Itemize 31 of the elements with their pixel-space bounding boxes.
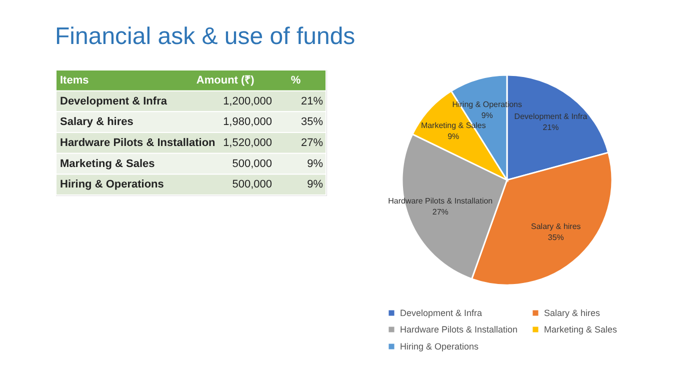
text: 9% [307, 178, 324, 191]
text: 500,000 [232, 158, 272, 170]
legend-label: Salary & hires [544, 308, 601, 318]
text: 1,980,000 [223, 116, 272, 128]
text: 21% [300, 95, 324, 108]
text: Hardware Pilots & Installation [60, 136, 216, 149]
text: Marketing & Sales [60, 158, 155, 170]
text: Amount (₹) [196, 74, 255, 86]
data-label: 21% [542, 122, 559, 132]
text: 35% [300, 116, 324, 128]
legend-label: Marketing & Sales [544, 324, 618, 334]
text: % [290, 74, 301, 86]
text: 27% [300, 136, 324, 149]
legend-label: Development & Infra [400, 308, 482, 318]
data-label: 35% [548, 232, 564, 242]
text: Development & Infra [60, 95, 168, 108]
data-label: 9% [448, 132, 460, 141]
text: 1,200,000 [223, 95, 272, 108]
text: 1,520,000 [223, 136, 272, 149]
slice-label: Salary & hires [530, 222, 581, 231]
slice-label: Development & Infra [514, 112, 588, 121]
text: Items [60, 74, 89, 86]
chart-title: Financial ask & use of funds [55, 23, 356, 50]
text: 9% [307, 158, 324, 170]
legend-label: Hiring & Operations [400, 342, 480, 352]
data-label: 9% [481, 110, 493, 120]
text: Hiring & Operations [60, 178, 164, 191]
text: Salary & hires [60, 116, 134, 128]
text: 500,000 [232, 178, 272, 191]
legend-label: Hardware Pilots & Installation [400, 324, 518, 334]
data-label: 27% [432, 207, 448, 216]
